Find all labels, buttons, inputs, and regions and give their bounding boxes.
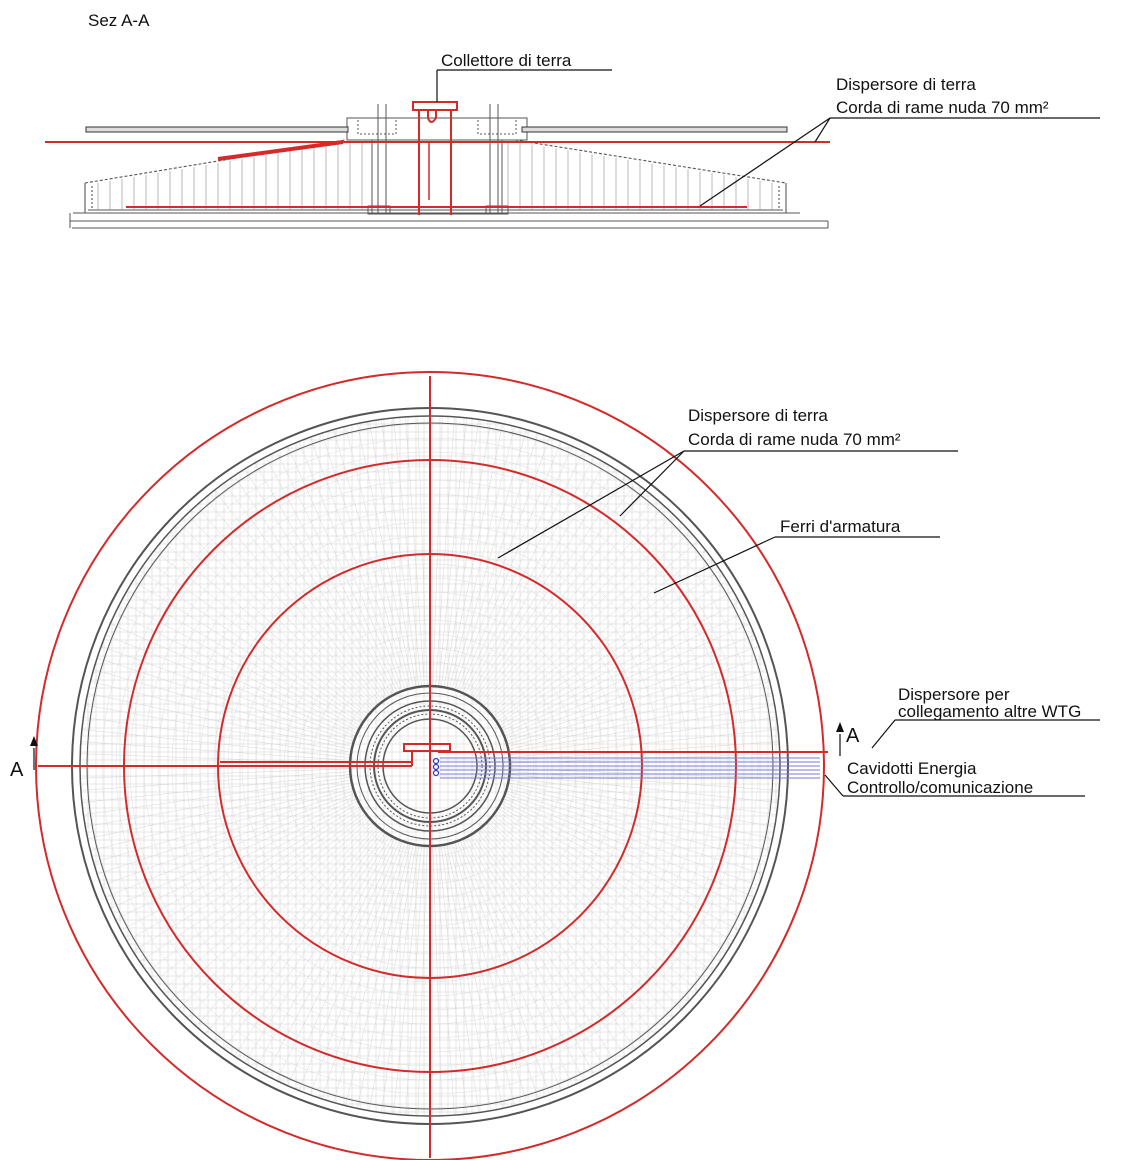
wtg-label-2: collegamento altre WTG [898,702,1081,721]
section-flange-arms [85,126,788,133]
section-base-slab [69,212,829,229]
plan-dispersore-label-2: Corda di rame nuda 70 mm² [688,430,901,449]
section-leaders [436,69,1100,207]
svg-text:A: A [10,759,24,781]
ferri-label: Ferri d'armatura [780,517,901,536]
section-marker-right: A [836,722,860,756]
section-dispersore-label-2: Corda di rame nuda 70 mm² [836,98,1049,117]
earthing-cross-lines [38,376,828,1158]
section-dispersore-label-1: Dispersore di terra [836,75,976,94]
plan-leaders [497,450,1100,797]
section-collector [412,101,458,215]
cable-conduits [440,757,820,779]
cavidotti-label-2: Controllo/comunicazione [847,778,1033,797]
earthing-ring-outer [35,371,825,1160]
svg-text:A: A [846,725,860,747]
wtg-label-1: Dispersore per [898,685,1010,704]
section-pedestal [346,104,528,215]
section-earthing-lines [45,140,830,208]
section-title: Sez A-A [88,11,150,30]
section-foundation-outline [84,139,787,213]
section-marker-left: A [10,736,38,781]
section-rebar-verticals [97,142,773,210]
plan-collector [403,743,451,766]
plan-view: A A Dispersore di terra Corda di rame nu… [10,371,1100,1160]
plan-dispersore-label-1: Dispersore di terra [688,406,828,425]
collettore-label: Collettore di terra [441,51,572,70]
section-view: Sez A-A [45,11,1100,229]
conduit-markers [432,757,440,777]
cavidotti-label-1: Cavidotti Energia [847,759,977,778]
